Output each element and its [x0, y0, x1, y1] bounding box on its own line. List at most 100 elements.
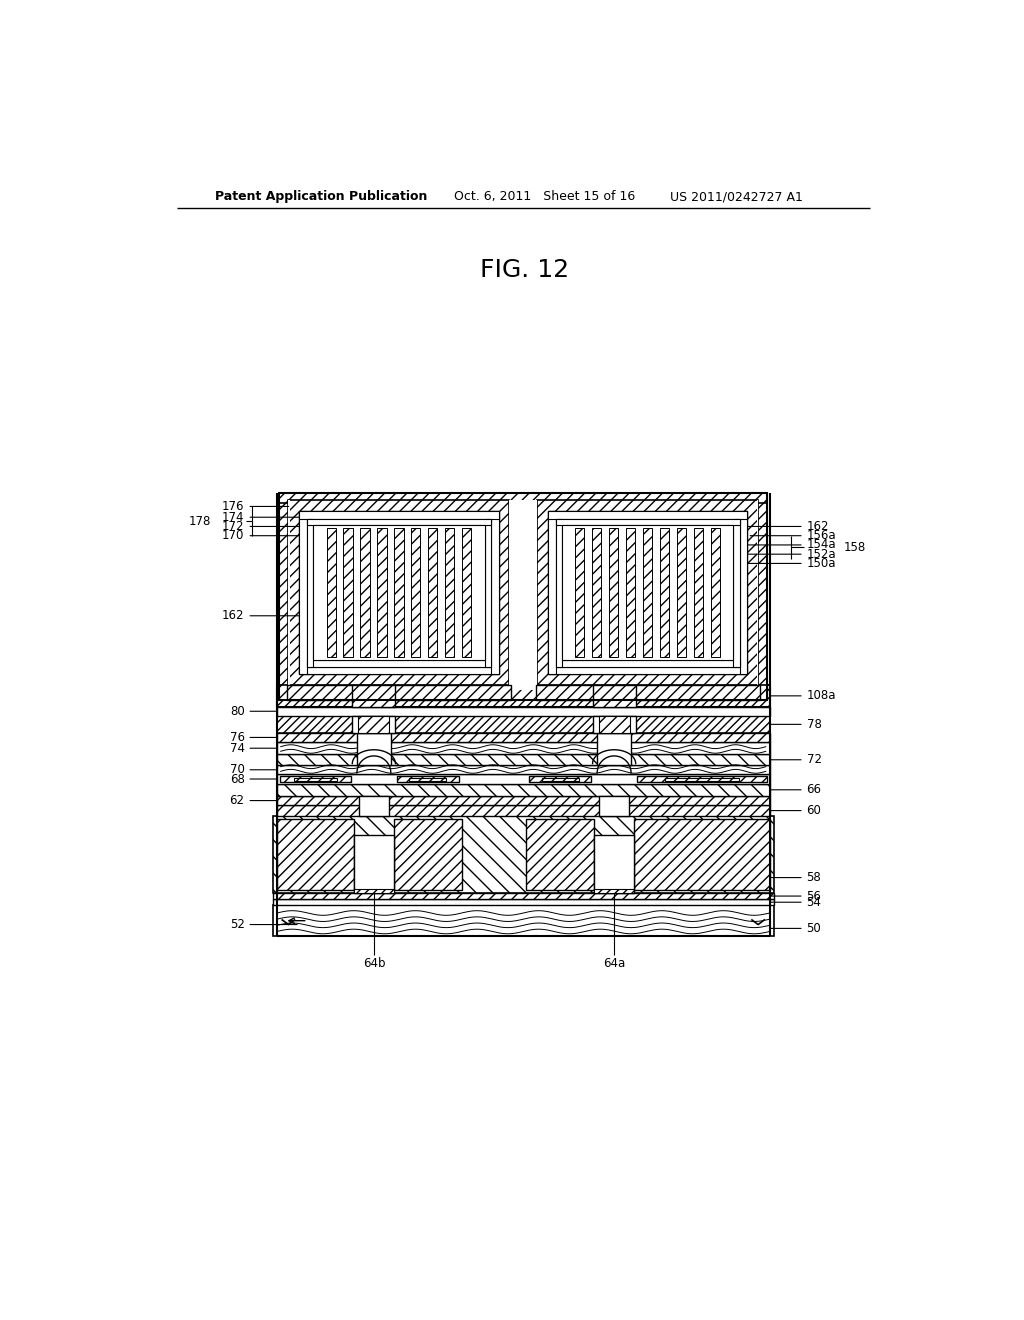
Text: 78: 78: [771, 718, 821, 731]
Bar: [307, 519, 490, 667]
Text: 154a: 154a: [744, 539, 837, 552]
Bar: [276, 706, 770, 715]
Text: 52: 52: [229, 917, 297, 931]
Bar: [307, 519, 313, 667]
Bar: [536, 685, 760, 701]
Bar: [659, 528, 669, 657]
Bar: [757, 500, 758, 689]
Bar: [556, 519, 739, 525]
Text: Patent Application Publication: Patent Application Publication: [215, 190, 428, 203]
Bar: [276, 805, 770, 816]
Bar: [428, 528, 437, 657]
Text: 68: 68: [229, 772, 275, 785]
Bar: [276, 742, 770, 755]
Bar: [299, 511, 307, 675]
Bar: [548, 667, 748, 675]
Bar: [299, 511, 499, 519]
Bar: [294, 777, 337, 780]
Bar: [643, 528, 652, 657]
Bar: [490, 511, 499, 675]
Bar: [733, 519, 739, 667]
Bar: [273, 899, 773, 906]
Text: 60: 60: [771, 804, 821, 817]
Text: 64b: 64b: [362, 957, 385, 970]
Text: 150a: 150a: [731, 557, 837, 570]
Bar: [739, 511, 748, 675]
Bar: [289, 500, 509, 685]
Bar: [592, 528, 601, 657]
Bar: [360, 528, 370, 657]
Bar: [556, 660, 739, 667]
Text: Oct. 6, 2011   Sheet 15 of 16: Oct. 6, 2011 Sheet 15 of 16: [454, 190, 635, 203]
Text: 62: 62: [229, 795, 275, 807]
Bar: [280, 492, 767, 503]
Text: 162: 162: [739, 520, 829, 533]
Bar: [327, 528, 336, 657]
Bar: [665, 777, 739, 780]
Bar: [484, 519, 490, 667]
Bar: [276, 715, 770, 733]
Bar: [273, 816, 773, 892]
Bar: [609, 528, 618, 657]
Bar: [526, 818, 594, 890]
Bar: [394, 528, 403, 657]
Bar: [354, 836, 394, 892]
Bar: [445, 528, 455, 657]
Text: 172: 172: [222, 520, 307, 533]
Text: 156a: 156a: [751, 529, 837, 543]
Bar: [357, 733, 391, 766]
Bar: [276, 818, 354, 890]
Text: 80: 80: [229, 705, 275, 718]
Text: US 2011/0242727 A1: US 2011/0242727 A1: [670, 190, 803, 203]
Bar: [394, 818, 462, 890]
Text: 70: 70: [229, 763, 275, 776]
Bar: [287, 685, 511, 701]
Text: 152a: 152a: [737, 548, 837, 561]
Bar: [289, 500, 290, 689]
Bar: [594, 836, 634, 892]
Bar: [276, 755, 770, 766]
Text: 58: 58: [771, 871, 821, 884]
Bar: [556, 519, 739, 667]
Bar: [378, 528, 387, 657]
Bar: [509, 500, 538, 689]
Text: FIG. 12: FIG. 12: [480, 257, 569, 282]
Bar: [562, 525, 733, 660]
Bar: [354, 890, 394, 892]
Text: 50: 50: [771, 921, 821, 935]
Text: 158: 158: [844, 541, 866, 554]
Bar: [597, 733, 631, 766]
Bar: [538, 500, 758, 685]
Bar: [548, 511, 556, 675]
Bar: [307, 519, 490, 525]
Text: 176: 176: [222, 500, 289, 513]
Bar: [462, 528, 471, 657]
Bar: [593, 715, 636, 733]
Bar: [280, 492, 767, 701]
Bar: [313, 525, 484, 660]
Text: 56: 56: [771, 890, 821, 903]
Text: 108a: 108a: [771, 689, 837, 702]
Bar: [694, 528, 703, 657]
Bar: [276, 775, 770, 784]
Bar: [359, 796, 388, 816]
Text: 76: 76: [229, 731, 275, 744]
Bar: [276, 733, 770, 742]
Bar: [626, 528, 635, 657]
Bar: [352, 685, 395, 706]
Bar: [575, 528, 585, 657]
Bar: [599, 796, 629, 816]
Bar: [548, 511, 748, 675]
Bar: [542, 777, 579, 780]
Text: 74: 74: [229, 742, 275, 755]
Bar: [593, 685, 636, 706]
Bar: [397, 776, 459, 781]
Bar: [757, 492, 767, 701]
Bar: [352, 715, 395, 733]
Bar: [280, 685, 767, 701]
Bar: [594, 890, 634, 892]
Text: 170: 170: [222, 529, 313, 543]
Bar: [273, 892, 773, 899]
Bar: [299, 667, 499, 675]
Text: 174: 174: [222, 511, 299, 524]
